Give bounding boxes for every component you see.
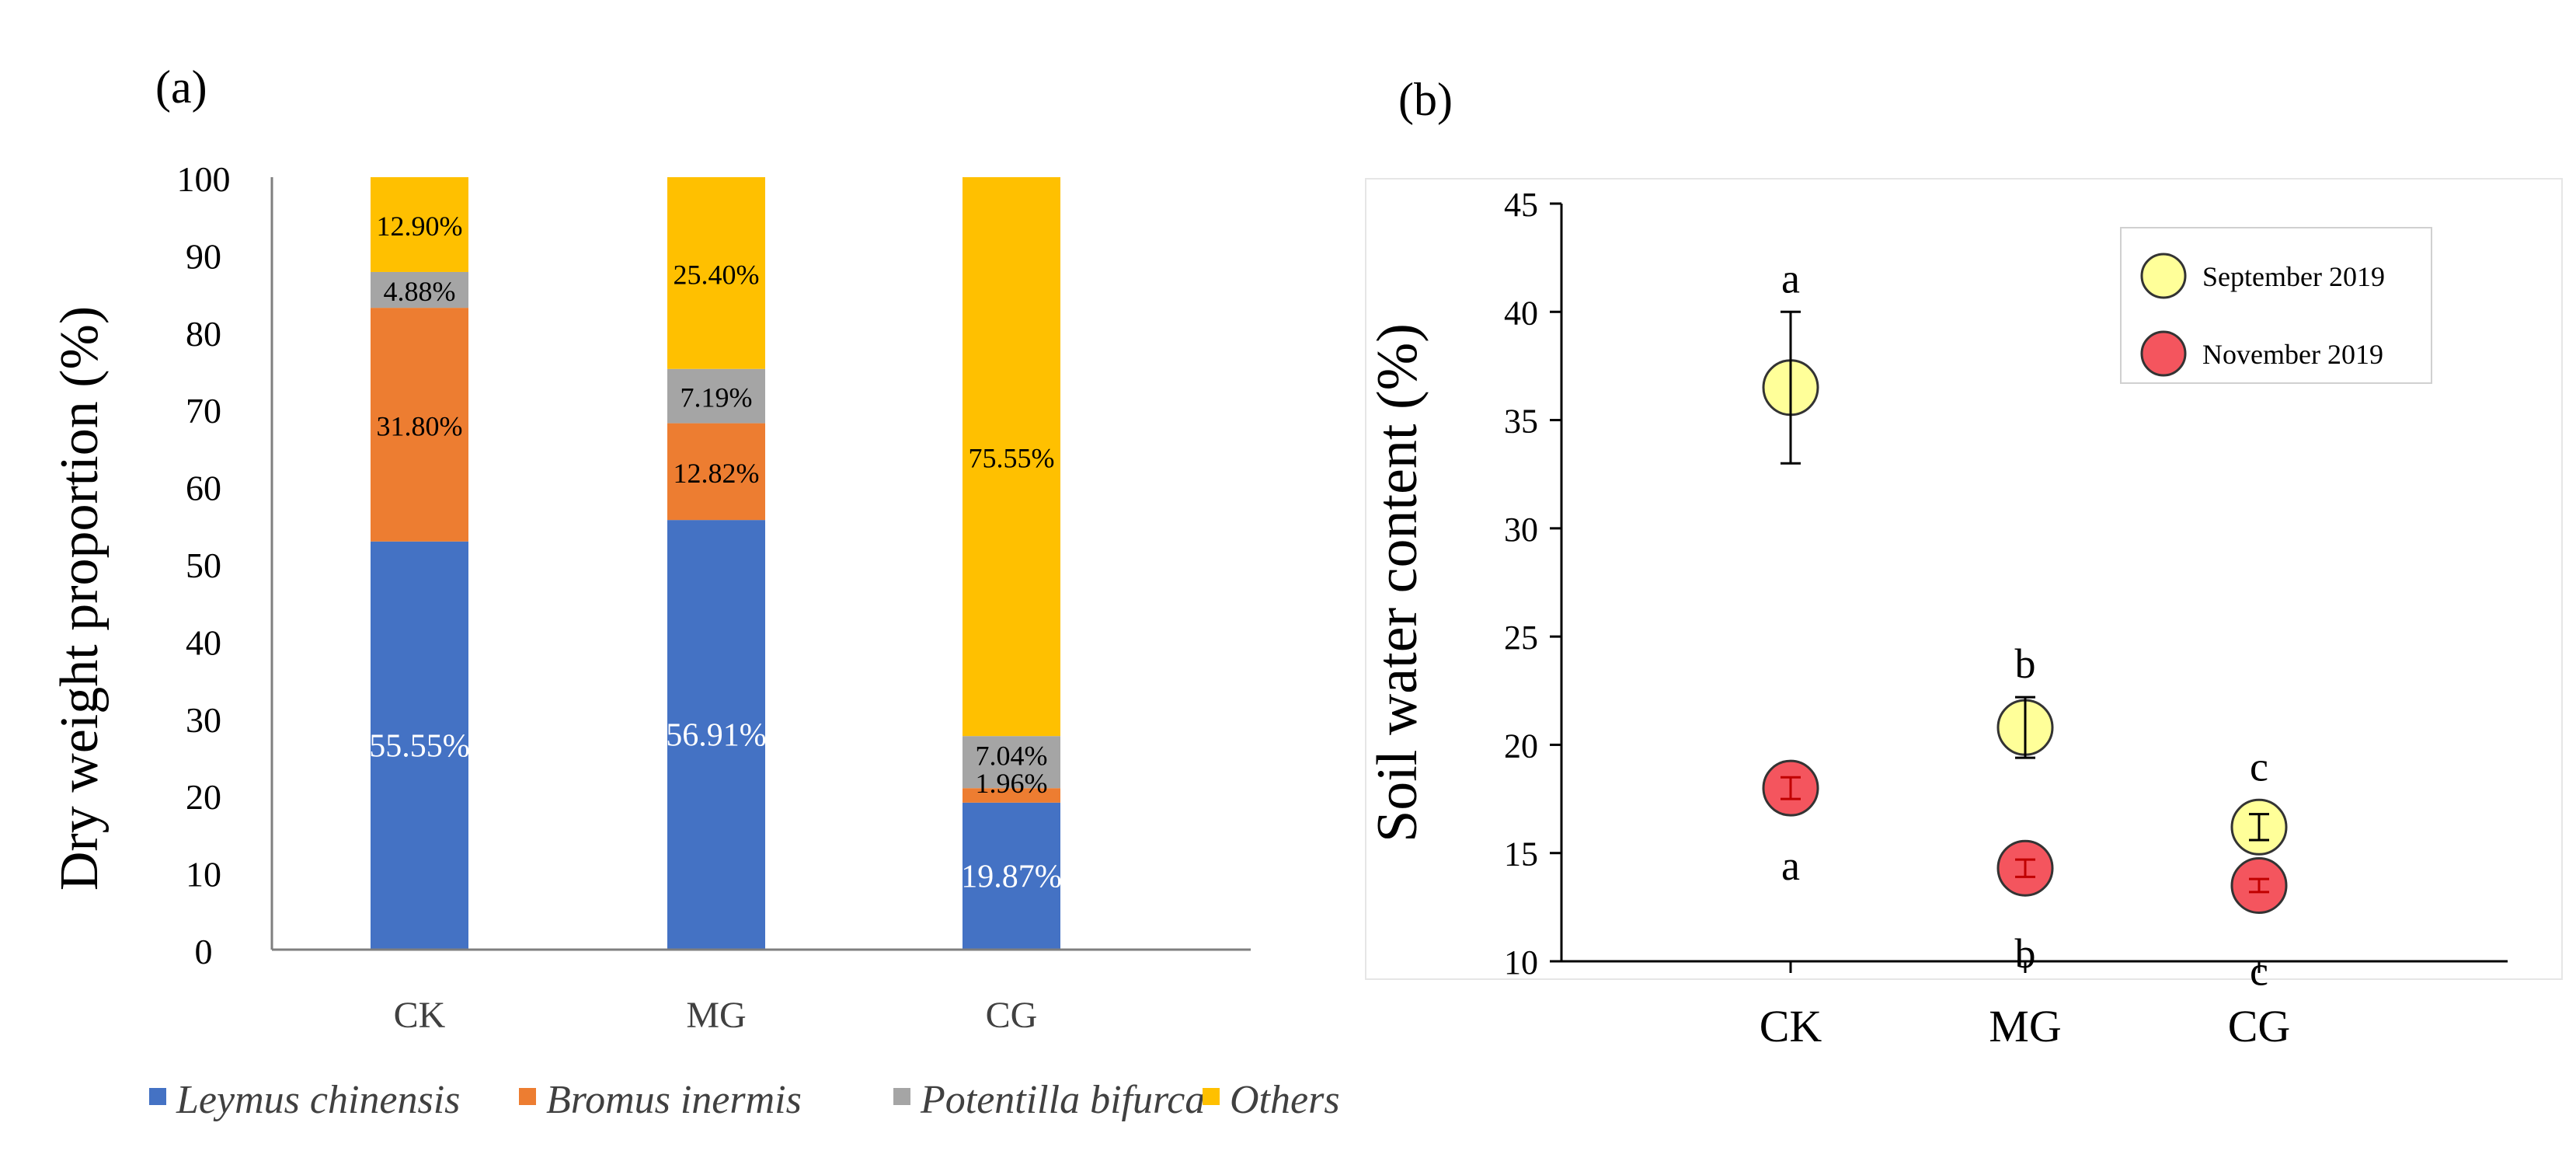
bar-ck-potentilla-bifurca [371, 271, 468, 309]
bar-cg-potentilla-bifurca [963, 736, 1060, 789]
panel-b-x-tick-labels: CK MG CG [1760, 961, 2291, 1051]
panel-a-y-tick-40: 40 [186, 622, 221, 662]
legend-swatch-leymus-chinensis [149, 1088, 166, 1105]
panel-b-y-ticks: 10 15 20 25 30 35 40 45 [1504, 186, 1561, 981]
bar-label-cg-0: 19.87% [961, 859, 1062, 894]
panel-b-y-tick-45: 45 [1504, 186, 1538, 224]
panel-b-x-tick-mg: MG [1989, 1001, 2061, 1051]
bar-cg-leymus-chinensis [963, 802, 1060, 950]
panel-b-y-tick-30: 30 [1504, 511, 1538, 549]
bar-label-cg-2: 7.04% [976, 741, 1048, 772]
panel-b-legend: September 2019 November 2019 [2120, 227, 2432, 384]
significance-letter-nov-ck: a [1781, 842, 1800, 889]
panel-a-y-tick-50: 50 [186, 546, 221, 585]
panel-b-y-tick-15: 15 [1504, 835, 1538, 873]
legend-swatch-bromus-inermis [519, 1088, 536, 1105]
bar-label-cg-3: 75.55% [969, 443, 1055, 474]
panel-b-y-tick-25: 25 [1504, 619, 1538, 657]
panel-b-x-tick-cg: CG [2228, 1001, 2291, 1051]
panel-a-x-tick-ck: CK [394, 995, 446, 1036]
panel-a-y-axis-title: Dry weight proportion (%) [50, 306, 110, 891]
bar-label-mg-1: 12.82% [674, 458, 760, 489]
legend-marker-november [2140, 330, 2187, 377]
bar-label-mg-3: 25.40% [674, 259, 760, 290]
significance-letter-sep-ck: a [1781, 255, 1800, 302]
legend-marker-september [2140, 253, 2187, 299]
panel-b-scatter-chart: (b) Soil water content (%) 10 15 20 25 30 35 4… [1365, 74, 2563, 1051]
significance-letter-sep-cg: c [2250, 743, 2268, 790]
legend-label-november: November 2019 [2202, 339, 2383, 370]
panel-b-y-axis-title: Soil water content (%) [1366, 323, 1429, 842]
legend-label-others: Others [1230, 1078, 1340, 1122]
panel-b-y-tick-35: 35 [1504, 403, 1538, 441]
bar-label-ck-3: 12.90% [377, 211, 463, 242]
panel-a-legend: Leymus chinensis Bromus inermis Potentilla… [149, 1078, 1340, 1122]
panel-a-y-tick-10: 10 [186, 855, 221, 894]
panel-b-plot-border [1365, 178, 2563, 980]
bar-ck-leymus-chinensis [371, 541, 468, 950]
panel-a-y-tick-60: 60 [186, 469, 221, 508]
panel-b-y-tick-10: 10 [1504, 943, 1538, 981]
panel-a-x-tick-labels: CK MG CG [394, 995, 1038, 1036]
legend-label-september: September 2019 [2202, 261, 2385, 292]
panel-b-points: a b c a b c [1762, 255, 2288, 995]
bar-label-ck-0: 55.55% [369, 728, 470, 764]
panel-a-label: (a) [155, 61, 207, 113]
legend-swatch-others [1203, 1088, 1220, 1105]
panel-a-y-tick-80: 80 [186, 314, 221, 354]
bar-mg-potentilla-bifurca [667, 368, 765, 424]
panel-a-y-tick-0: 0 [195, 932, 213, 971]
bar-mg-leymus-chinensis [667, 520, 765, 950]
panel-a-y-tick-100: 100 [177, 159, 231, 199]
significance-letter-sep-mg: b [2015, 640, 2036, 687]
panel-a-bar-data-labels: 55.55% 31.80% 4.88% 12.90% 56.91% 12.82% 7.19%… [369, 211, 1062, 894]
legend-label-potentilla-bifurca: Potentilla bifurca [920, 1078, 1205, 1122]
bar-label-mg-0: 56.91% [666, 718, 767, 754]
bar-ck-bromus-inermis [371, 308, 468, 542]
bar-cg-others [963, 177, 1060, 737]
bar-ck-others [371, 177, 468, 272]
panel-a-y-tick-90: 90 [186, 236, 221, 276]
panel-b-x-tick-ck: CK [1760, 1001, 1822, 1051]
bar-label-ck-2: 4.88% [384, 276, 456, 307]
bar-label-cg-1: 1.96% [976, 768, 1048, 799]
panel-a-x-tick-cg: CG [986, 995, 1038, 1036]
panel-a-y-tick-70: 70 [186, 391, 221, 431]
bar-label-mg-2: 7.19% [681, 382, 753, 413]
panel-a-bars [371, 177, 1060, 950]
panel-a-x-tick-mg: MG [686, 995, 746, 1036]
legend-swatch-potentilla-bifurca [893, 1088, 910, 1105]
legend-label-leymus-chinensis: Leymus chinensis [176, 1078, 460, 1122]
bar-mg-others [667, 177, 765, 369]
panel-b-y-tick-40: 40 [1504, 294, 1538, 332]
panel-a-y-tick-20: 20 [186, 777, 221, 817]
panel-b-label: (b) [1398, 74, 1453, 125]
legend-label-bromus-inermis: Bromus inermis [546, 1078, 802, 1122]
bar-label-ck-1: 31.80% [377, 410, 463, 441]
significance-letter-nov-mg: b [2015, 930, 2036, 977]
significance-letter-nov-cg: c [2250, 948, 2268, 995]
panel-b-y-tick-20: 20 [1504, 727, 1538, 765]
bar-mg-bromus-inermis [667, 423, 765, 521]
bar-cg-bromus-inermis [963, 788, 1060, 803]
panel-a-y-tick-labels: 0 10 20 30 40 50 60 70 80 90 100 [177, 159, 231, 971]
panel-a-y-tick-30: 30 [186, 700, 221, 740]
panel-a-stacked-bar-chart: (a) Dry weight proportion (%) 0 10 20 30 40 5… [50, 61, 1340, 1122]
